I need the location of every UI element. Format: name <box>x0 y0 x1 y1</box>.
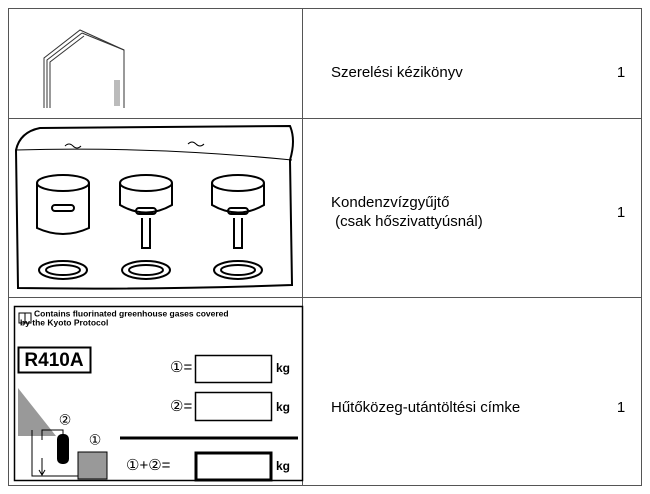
item-quantity: 1 <box>617 399 625 416</box>
item-quantity: 1 <box>617 204 625 221</box>
item-name: Hűtőközeg-utántöltési címke <box>331 399 520 416</box>
item-quantity: 1 <box>617 64 625 81</box>
unit: kg <box>276 459 290 473</box>
item-name: Szerelési kézikönyv <box>331 64 463 81</box>
refrigerant-name: R410A <box>24 350 83 371</box>
line-label: ①= <box>170 359 192 376</box>
item-name: Kondenzvízgyűjtő <box>331 194 449 211</box>
label-notice: Contains fluorinated greenhouse gases co… <box>34 308 229 318</box>
item-name: (csak hőszivattyúsnál) <box>331 213 483 230</box>
line-label: ②= <box>170 398 192 415</box>
drain-cup-tray <box>14 124 294 290</box>
unit: kg <box>276 361 290 375</box>
refrigerant-label: Contains fluorinated greenhouse gases co… <box>13 305 304 482</box>
manual-icon <box>43 29 125 108</box>
marker: ② <box>59 412 72 428</box>
unit: kg <box>276 400 290 414</box>
marker: ① <box>89 432 102 448</box>
line-label: ①+②= <box>126 457 171 474</box>
table-grid <box>8 8 642 486</box>
label-notice: by the Kyoto Protocol <box>20 317 108 327</box>
